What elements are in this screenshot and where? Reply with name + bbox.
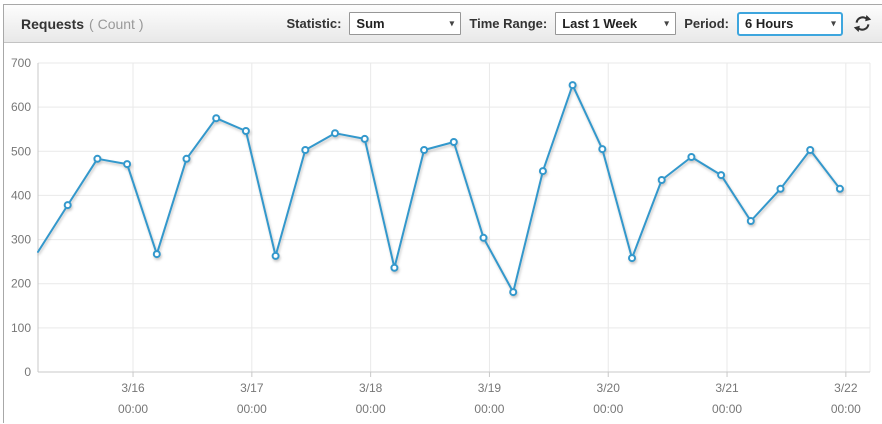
statistic-select-wrap: Sum [349, 12, 461, 35]
data-point-marker[interactable] [65, 202, 71, 208]
data-point-marker[interactable] [748, 218, 754, 224]
data-point-marker[interactable] [540, 168, 546, 174]
y-tick-label: 100 [11, 321, 31, 335]
data-point-marker[interactable] [124, 161, 130, 167]
data-point-marker[interactable] [807, 147, 813, 153]
data-point-marker[interactable] [778, 186, 784, 192]
x-tick-date-label: 3/20 [597, 381, 621, 395]
period-select[interactable]: 6 Hours [737, 12, 843, 36]
widget-header: Requests ( Count ) Statistic: Sum Time Ra… [4, 5, 882, 43]
data-point-marker[interactable] [332, 130, 338, 136]
x-tick-time-label: 00:00 [831, 402, 861, 416]
data-point-marker[interactable] [570, 82, 576, 88]
x-tick-date-label: 3/17 [240, 381, 264, 395]
metric-widget: Requests ( Count ) Statistic: Sum Time Ra… [3, 4, 882, 423]
y-tick-label: 500 [11, 144, 31, 158]
data-point-marker[interactable] [391, 265, 397, 271]
x-tick-date-label: 3/22 [834, 381, 858, 395]
statistic-label: Statistic: [287, 16, 342, 31]
chart-canvas: 0 100 200 300 400 500 600 700 3/16 00:00 3/17 00:00… [4, 43, 882, 421]
x-tick-date-label: 3/21 [715, 381, 739, 395]
metric-name: Requests [21, 16, 84, 32]
x-tick-time-label: 00:00 [593, 402, 623, 416]
data-point-marker[interactable] [243, 128, 249, 134]
data-point-marker[interactable] [94, 156, 100, 162]
data-point-marker[interactable] [154, 251, 160, 257]
y-tick-label: 700 [11, 56, 31, 70]
x-tick-time-label: 00:00 [474, 402, 504, 416]
y-tick-label: 200 [11, 277, 31, 291]
data-point-marker[interactable] [184, 156, 190, 162]
x-tick-time-label: 00:00 [356, 402, 386, 416]
metric-title: Requests ( Count ) [21, 16, 144, 32]
refresh-circular-arrows-icon [853, 14, 872, 33]
y-tick-label: 400 [11, 188, 31, 202]
data-point-marker[interactable] [451, 139, 457, 145]
x-tick-date-label: 3/19 [478, 381, 502, 395]
data-point-marker[interactable] [510, 289, 516, 295]
x-tick-time-label: 00:00 [712, 402, 742, 416]
x-tick-date-label: 3/18 [359, 381, 383, 395]
data-series-group [38, 82, 843, 295]
y-tick-label: 300 [11, 233, 31, 247]
statistic-select[interactable]: Sum [349, 12, 461, 35]
y-tick-label: 0 [24, 365, 31, 379]
chart-line [38, 85, 840, 292]
data-point-marker[interactable] [718, 172, 724, 178]
time-range-select-wrap: Last 1 Week [555, 12, 676, 35]
x-tick-date-label: 3/16 [121, 381, 145, 395]
data-point-marker[interactable] [273, 253, 279, 259]
time-range-label: Time Range: [469, 16, 547, 31]
chart-area: 0 100 200 300 400 500 600 700 3/16 00:00 3/17 00:00… [4, 43, 882, 424]
metric-unit: ( Count ) [89, 16, 143, 32]
period-select-wrap: 6 Hours [737, 12, 843, 36]
refresh-button[interactable] [853, 14, 872, 33]
data-point-marker[interactable] [659, 177, 665, 183]
data-point-marker[interactable] [599, 146, 605, 152]
header-controls: Statistic: Sum Time Range: Last 1 Week P… [287, 12, 872, 36]
data-point-marker[interactable] [362, 136, 368, 142]
x-tick-time-label: 00:00 [118, 402, 148, 416]
data-point-marker[interactable] [629, 255, 635, 261]
x-tick-time-label: 00:00 [237, 402, 267, 416]
data-point-marker[interactable] [421, 147, 427, 153]
time-range-select[interactable]: Last 1 Week [555, 12, 676, 35]
data-point-marker[interactable] [688, 154, 694, 160]
data-point-marker[interactable] [213, 115, 219, 121]
period-label: Period: [684, 16, 729, 31]
y-tick-label: 600 [11, 100, 31, 114]
data-point-marker[interactable] [837, 186, 843, 192]
data-point-marker[interactable] [302, 147, 308, 153]
data-point-marker[interactable] [481, 235, 487, 241]
